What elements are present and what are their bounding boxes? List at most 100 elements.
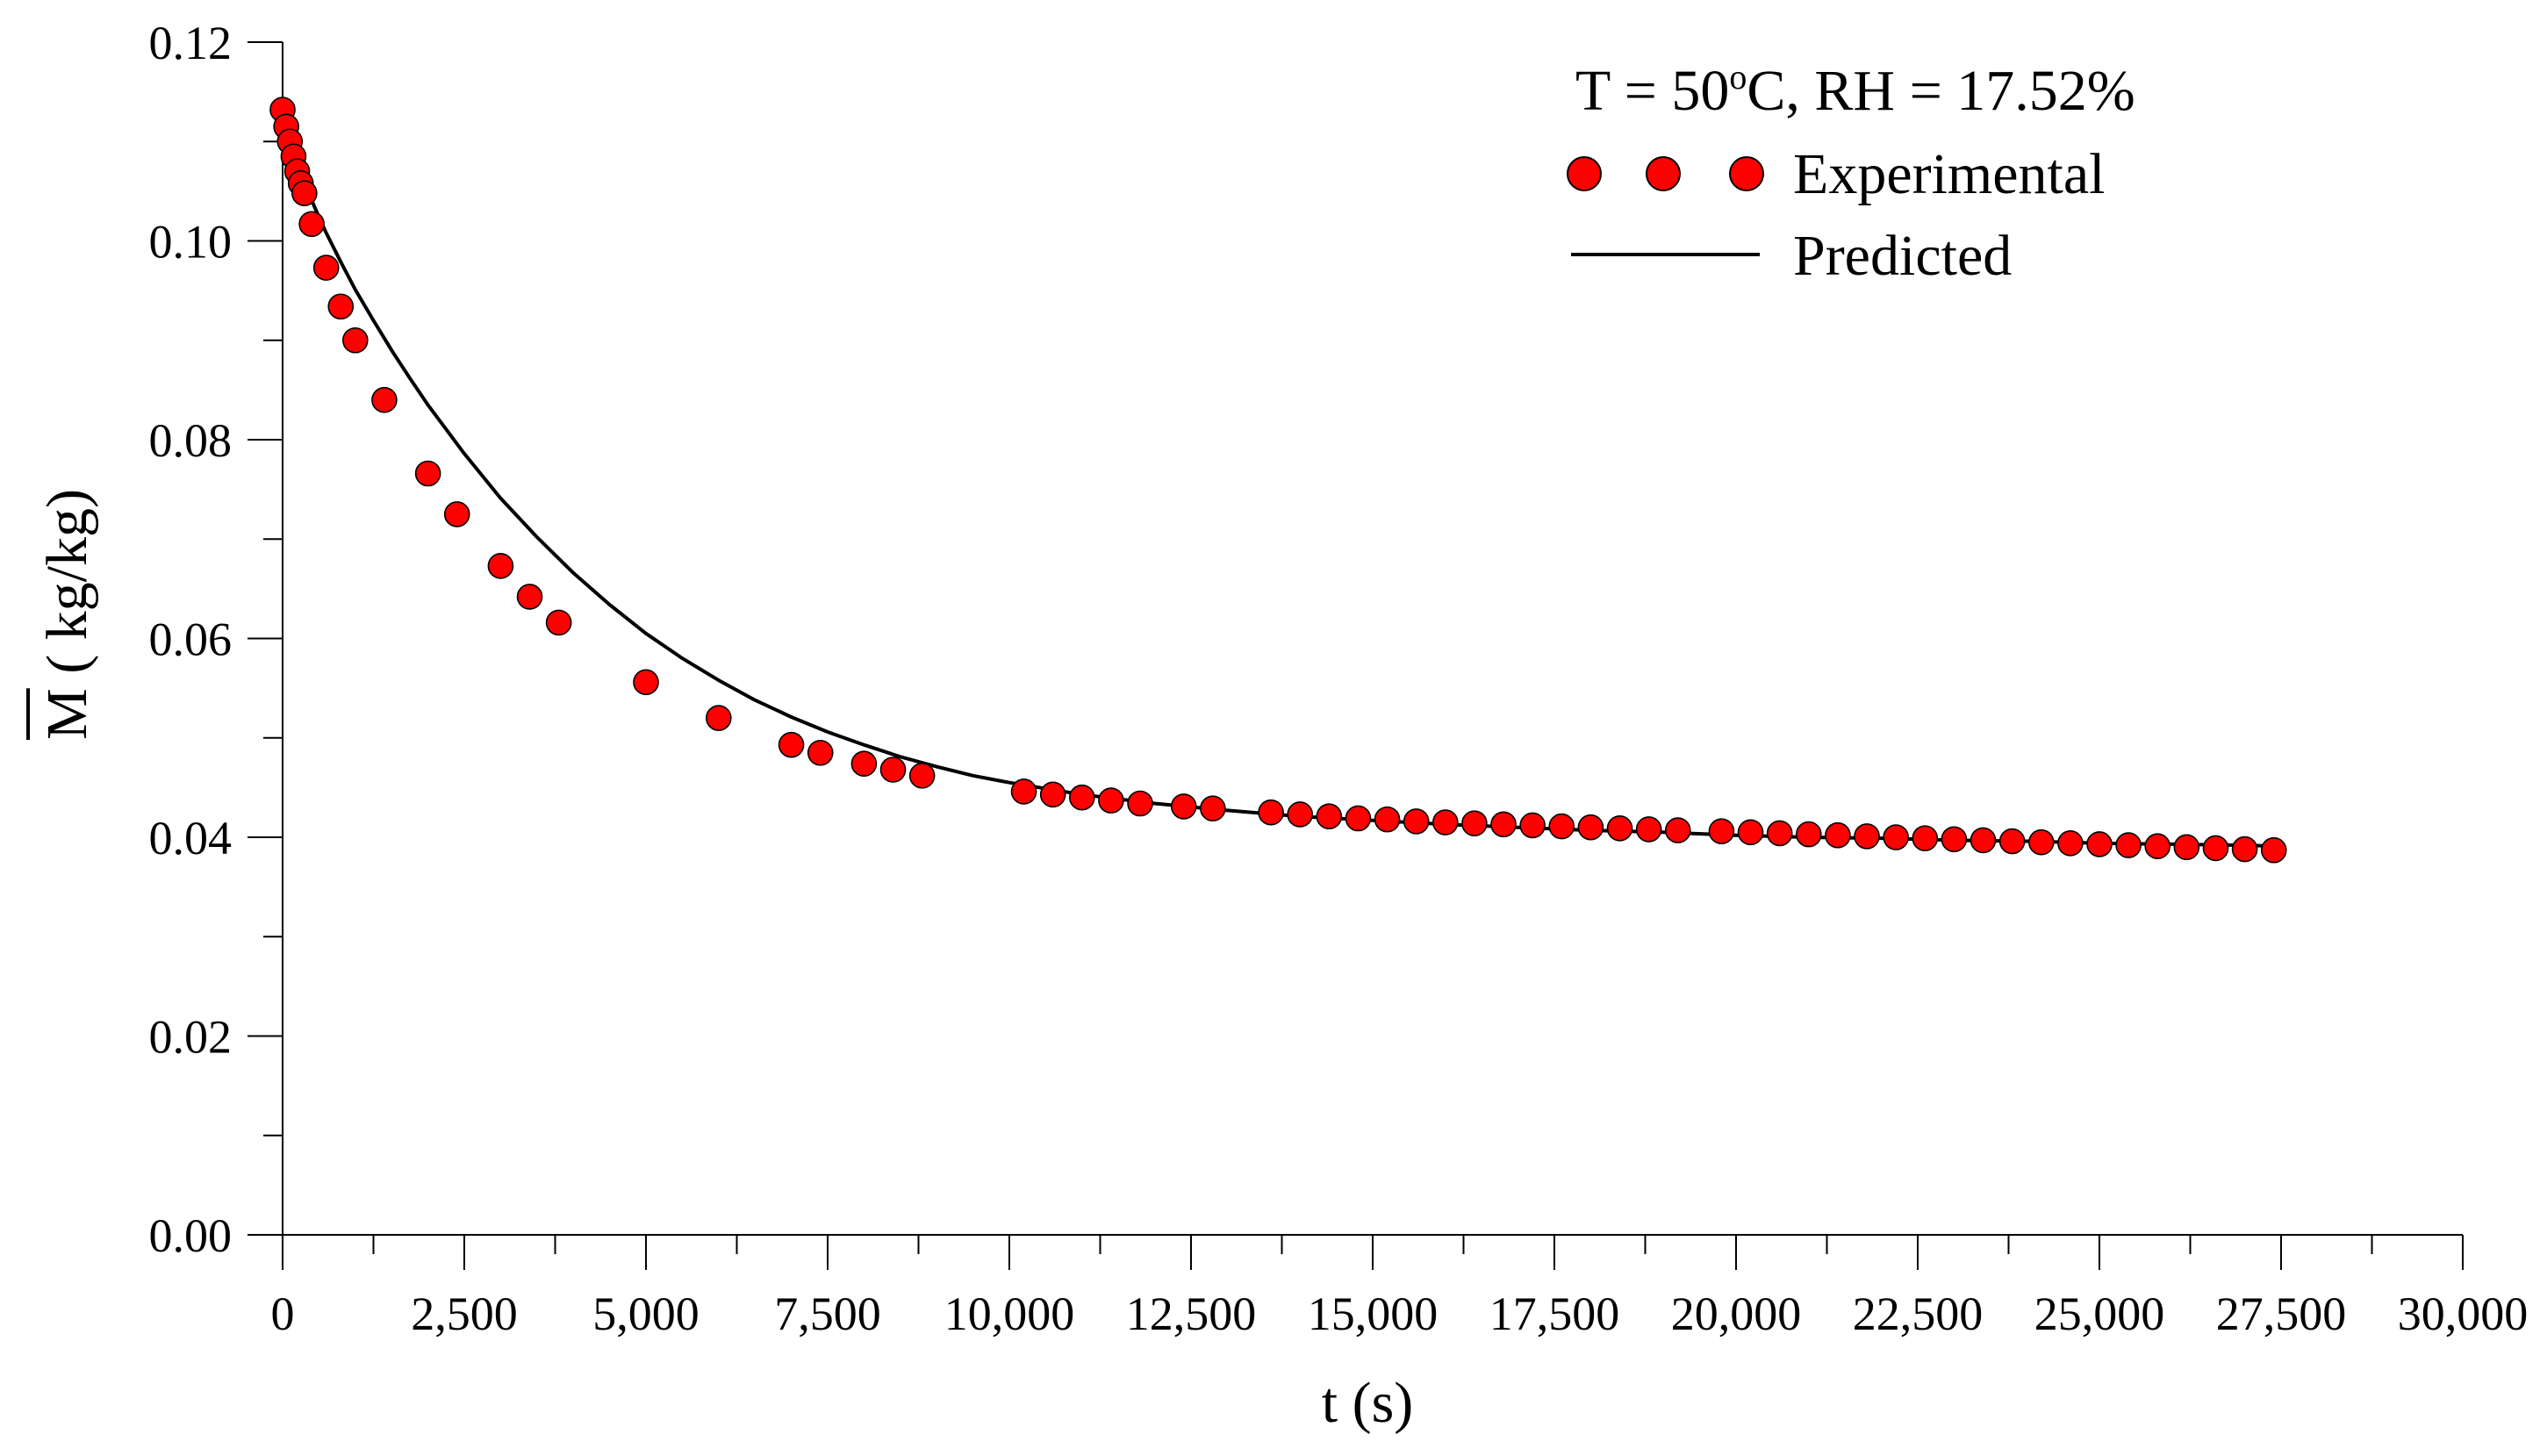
y-tick-label: 0.10: [149, 216, 233, 269]
predicted-series: [281, 106, 2282, 849]
experimental-point: [1548, 813, 1575, 840]
x-tick-label: 10,000: [944, 1287, 1075, 1340]
x-tick-label: 15,000: [1308, 1287, 1439, 1340]
y-axis-ticks: 0.00 0.02 0.04 0.06 0.08 0.10 0.12: [149, 17, 283, 1262]
experimental-point: [2202, 835, 2229, 862]
x-tick-label: 5,000: [592, 1287, 700, 1340]
y-tick-label: 0.06: [149, 613, 233, 666]
annotation-superscript: o: [1729, 57, 1747, 97]
experimental-point: [487, 553, 514, 579]
x-tick-label: 17,500: [1489, 1287, 1620, 1340]
experimental-point: [1970, 827, 1997, 854]
experimental-point: [1941, 826, 1968, 853]
experimental-point: [2231, 836, 2258, 863]
y-axis-symbol: M: [35, 688, 99, 740]
x-axis-ticks: 0 2,500 5,000 7,500 10,000 12,500 15,000 17,500…: [271, 1235, 2529, 1340]
experimental-point: [1098, 787, 1124, 814]
x-tick-label: 2,500: [411, 1287, 518, 1340]
x-tick-label: 22,500: [1853, 1287, 1984, 1340]
experimental-point: [443, 501, 470, 527]
condition-annotation: T = 50oC, RH = 17.52%: [1575, 57, 2135, 123]
y-axis-units: ( kg/kg): [35, 489, 99, 688]
experimental-point: [1258, 799, 1284, 826]
experimental-point: [1127, 790, 1153, 817]
experimental-point: [312, 255, 340, 281]
experimental-point: [1316, 803, 1343, 830]
experimental-point: [2027, 828, 2055, 856]
experimental-point: [2115, 832, 2142, 858]
legend-label-predicted: Predicted: [1793, 224, 2012, 288]
experimental-point: [1345, 805, 1372, 832]
experimental-point: [1200, 795, 1226, 821]
experimental-point: [1854, 823, 1880, 850]
experimental-point: [1766, 820, 1793, 847]
experimental-point: [1796, 821, 1822, 848]
experimental-point: [2173, 834, 2200, 861]
experimental-point: [1403, 808, 1430, 835]
experimental-point: [2057, 829, 2084, 857]
experimental-point: [1737, 819, 1764, 846]
y-axis-label: M ( kg/kg): [35, 489, 99, 740]
experimental-point: [1519, 812, 1546, 839]
legend-marker-2: [1646, 156, 1681, 191]
x-tick-label: 27,500: [2216, 1287, 2347, 1340]
x-tick-label: 0: [271, 1287, 295, 1340]
experimental-point: [879, 757, 907, 783]
x-tick-label: 12,500: [1126, 1287, 1257, 1340]
experimental-point: [1461, 810, 1488, 836]
experimental-point: [1170, 793, 1197, 820]
y-tick-label: 0.08: [149, 414, 233, 467]
experimental-point: [545, 609, 572, 636]
experimental-point: [1039, 781, 1066, 808]
experimental-point: [1635, 816, 1662, 843]
experimental-point: [327, 293, 355, 320]
experimental-point: [371, 386, 398, 413]
y-tick-label: 0.04: [149, 812, 233, 864]
predicted-line: [281, 106, 2282, 849]
experimental-point: [1825, 821, 1851, 849]
legend-marker-1: [1567, 156, 1602, 191]
experimental-point: [1287, 801, 1313, 828]
experimental-point: [1883, 824, 1909, 850]
experimental-point: [1664, 817, 1691, 843]
experimental-point: [850, 750, 878, 777]
legend: T = 50oC, RH = 17.52% Experimental Predi…: [1567, 57, 2135, 288]
experimental-point: [2144, 833, 2171, 859]
x-axis-label: t (s): [1322, 1371, 1413, 1435]
experimental-point: [2260, 836, 2287, 864]
experimental-point: [298, 211, 325, 238]
experimental-point: [414, 460, 441, 487]
experimental-point: [1606, 815, 1633, 842]
experimental-point: [1069, 784, 1095, 811]
y-axis-label-text: M ( kg/kg): [35, 489, 99, 740]
experimental-point: [1010, 778, 1037, 805]
experimental-point: [778, 731, 805, 758]
x-tick-label: 7,500: [774, 1287, 881, 1340]
experimental-point: [807, 739, 834, 766]
experimental-point: [1708, 818, 1735, 845]
x-tick-label: 30,000: [2398, 1287, 2529, 1340]
annotation-prefix: T = 50: [1575, 59, 1729, 123]
y-tick-label: 0.12: [149, 17, 233, 69]
experimental-point: [341, 326, 369, 354]
axes: [282, 42, 2463, 1236]
experimental-point: [1577, 814, 1604, 841]
experimental-point: [633, 669, 659, 696]
legend-marker-3: [1729, 156, 1764, 191]
annotation-suffix: C, RH = 17.52%: [1747, 59, 2135, 123]
y-tick-label: 0.02: [149, 1011, 233, 1064]
experimental-point: [908, 762, 936, 789]
experimental-point: [1998, 828, 2026, 855]
experimental-point: [1912, 825, 1939, 851]
y-tick-label: 0.00: [149, 1209, 233, 1262]
legend-label-experimental: Experimental: [1793, 142, 2106, 206]
experimental-point: [705, 705, 732, 731]
experimental-point: [2086, 831, 2113, 857]
experimental-point: [1432, 809, 1459, 836]
experimental-point: [516, 584, 543, 610]
experimental-point: [1490, 811, 1517, 838]
x-tick-label: 20,000: [1671, 1287, 1802, 1340]
x-tick-label: 25,000: [2034, 1287, 2165, 1340]
experimental-point: [291, 180, 318, 206]
